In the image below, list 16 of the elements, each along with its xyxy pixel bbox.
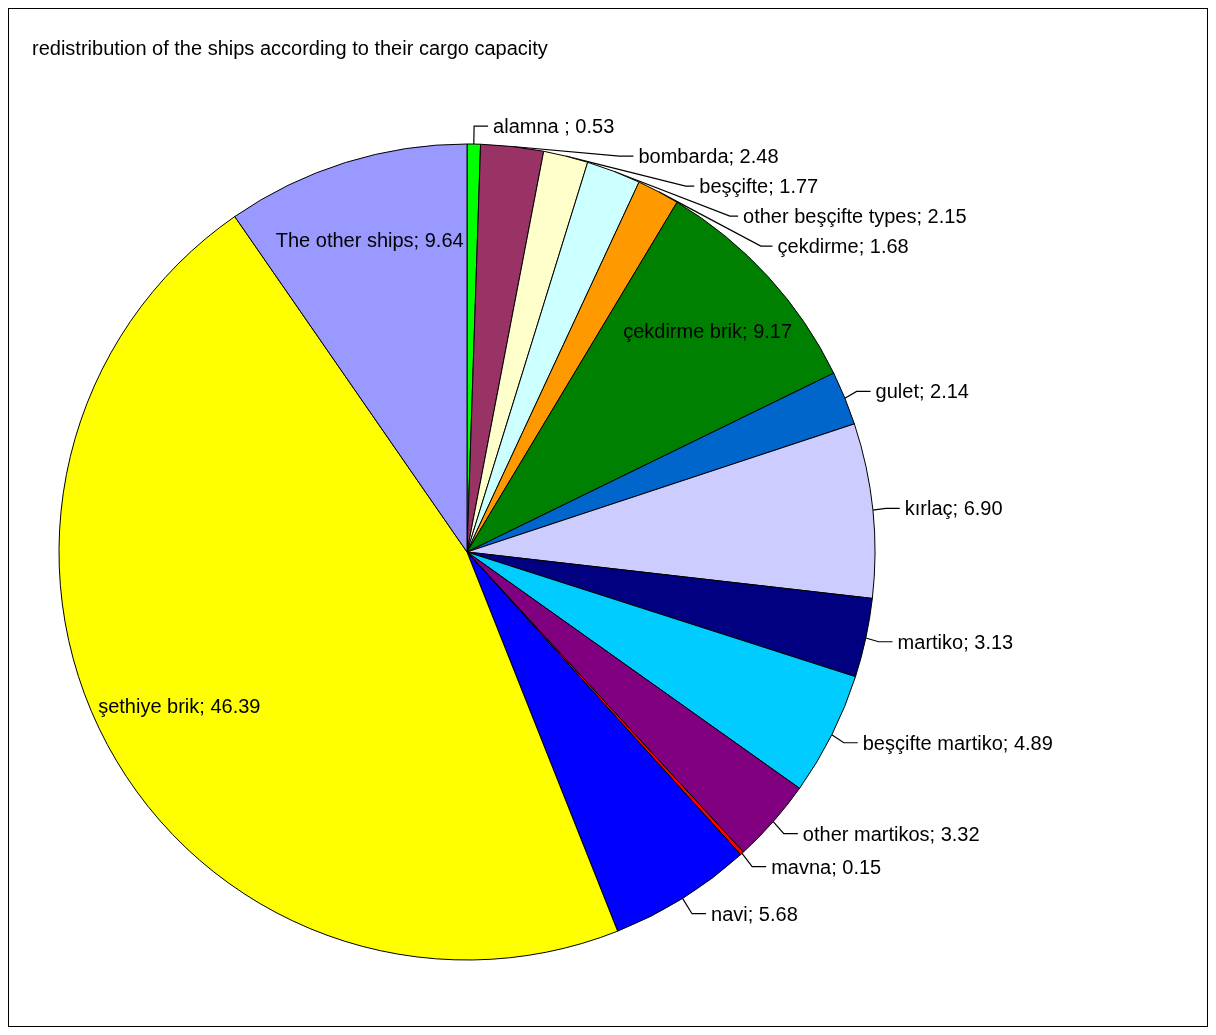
slice-label: kırlaç; 6.90 xyxy=(904,497,1003,520)
slice-label: beşçifte martiko; 4.89 xyxy=(862,731,1053,754)
slice-label: The other ships; 9.64 xyxy=(275,229,464,252)
slice-label: other martikos; 3.32 xyxy=(802,822,980,845)
chart-title: redistribution of the ships according to their cargo capacity xyxy=(32,37,548,59)
slice-label: şethiye brik; 46.39 xyxy=(98,695,261,718)
slice-label: alamna ; 0.53 xyxy=(493,115,615,138)
slice-label: bombarda; 2.48 xyxy=(638,145,779,168)
slice-label: gulet; 2.14 xyxy=(875,380,969,403)
slice-label: martiko; 3.13 xyxy=(897,630,1014,653)
slice-label: other beşçifte types; 2.15 xyxy=(743,205,967,228)
slice-label: çekdirme brik; 9.17 xyxy=(623,320,793,343)
slice-label: navi; 5.68 xyxy=(711,902,798,925)
slice-label: mavna; 0.15 xyxy=(771,855,882,878)
slice-label: beşçifte; 1.77 xyxy=(699,175,819,198)
slice-label: çekdirme; 1.68 xyxy=(777,235,909,258)
